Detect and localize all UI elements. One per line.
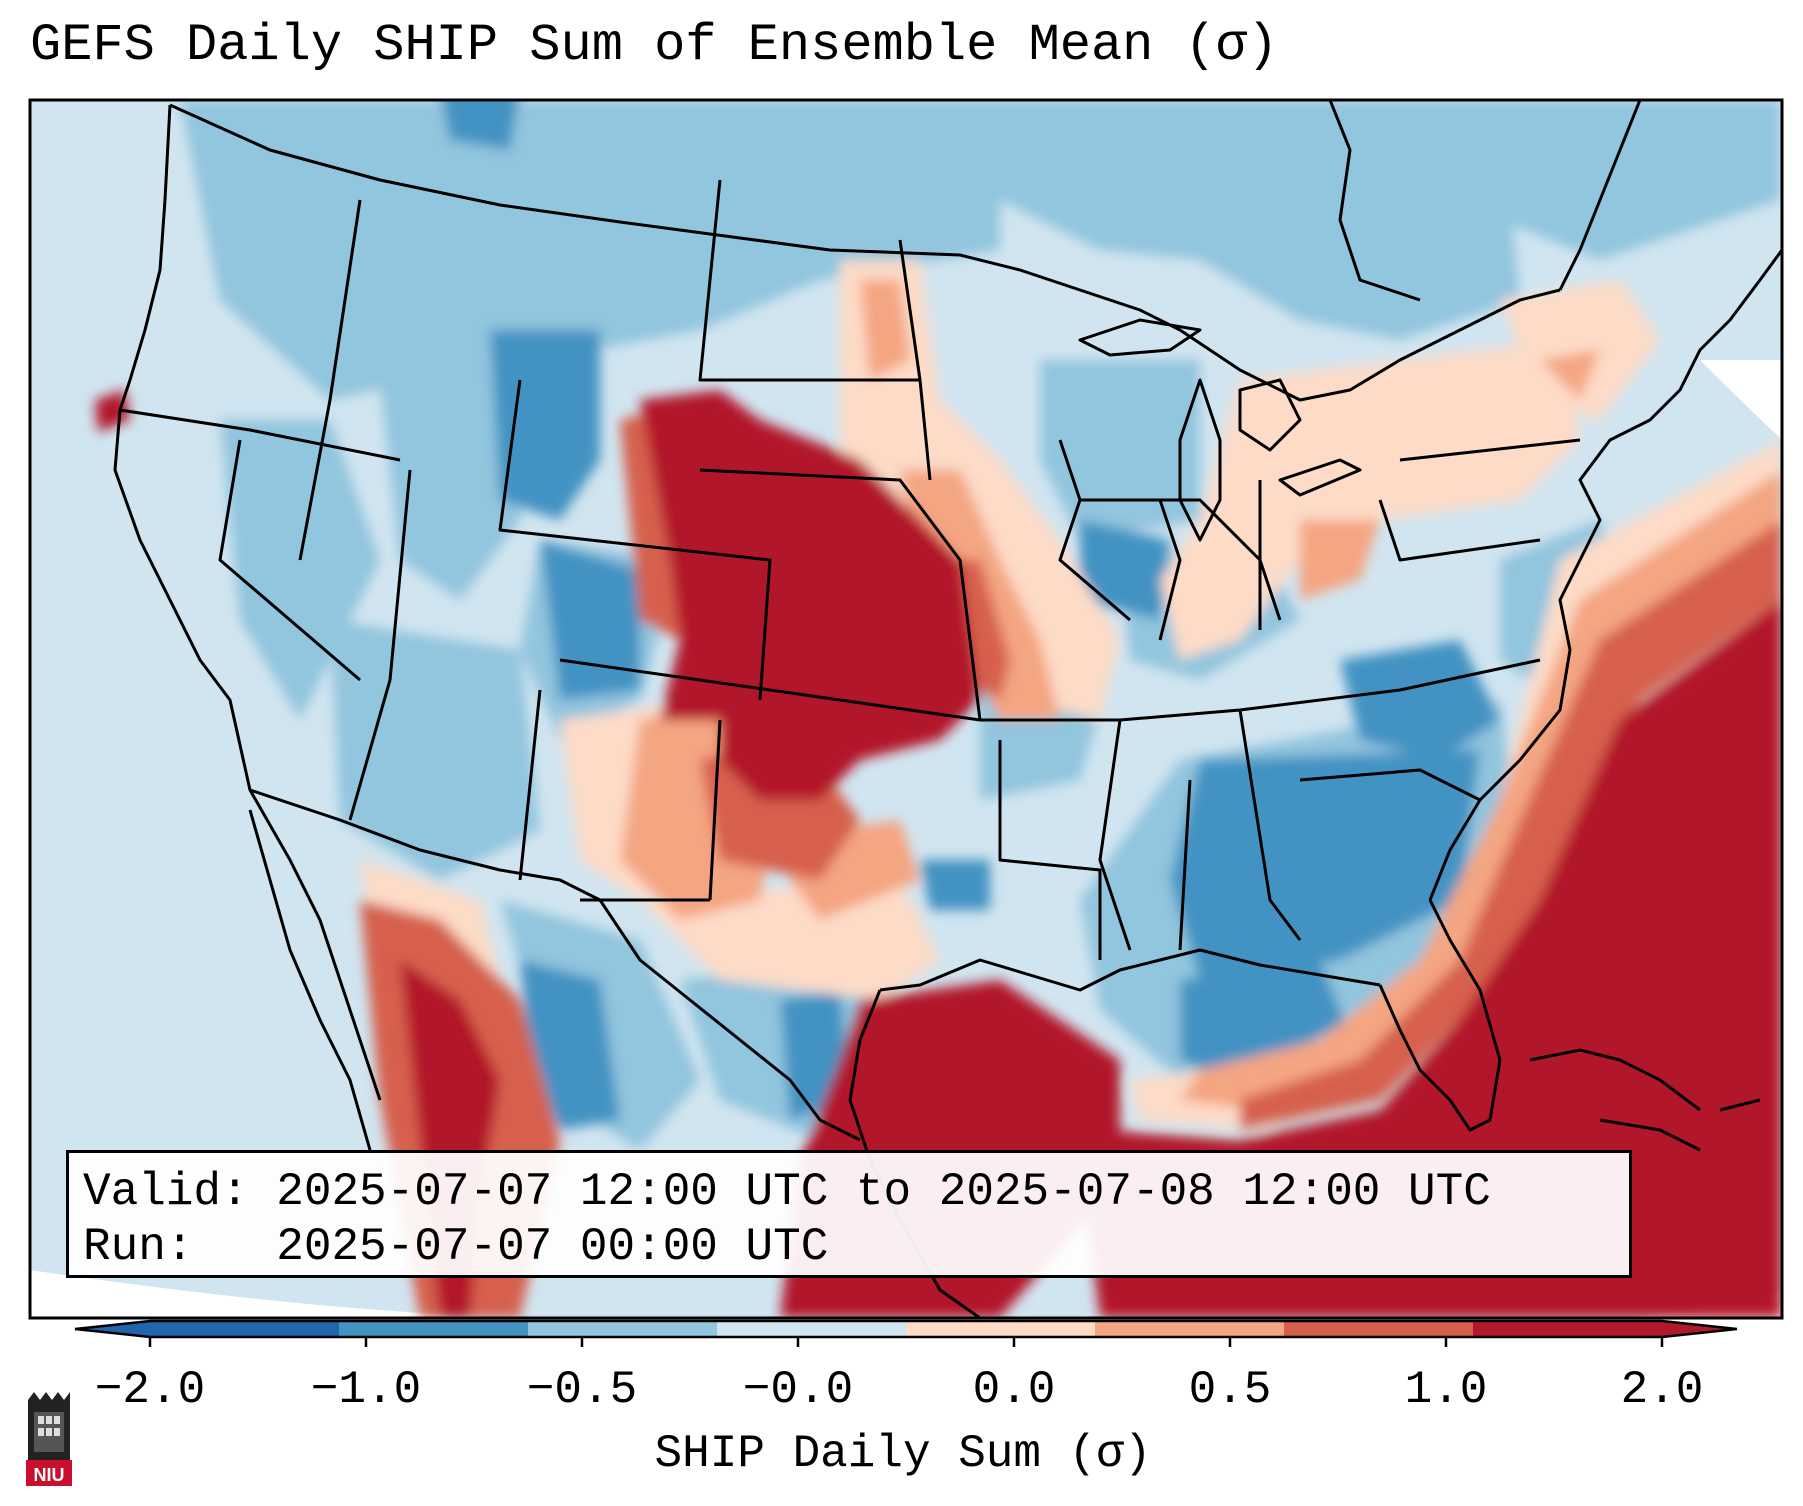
state-line-6	[518, 689, 542, 881]
labrador-coast	[1558, 100, 1642, 291]
state-line-20	[1378, 499, 1541, 562]
state-line-3	[218, 439, 361, 682]
state-line-15	[1098, 719, 1132, 951]
outside-domain-lower-left	[30, 1270, 520, 1318]
canada-us-border	[169, 103, 1021, 272]
map-frame	[28, 98, 1784, 1320]
state-line-16	[1178, 779, 1192, 951]
colorbar-segment	[1095, 1321, 1285, 1337]
valid-time: Valid: 2025-07-07 12:00 UTC to 2025-07-0…	[83, 1166, 1491, 1218]
state-line-21	[1399, 438, 1581, 462]
colorbar-ticks	[148, 1337, 1664, 1347]
colorbar-tick-label: −1.0	[310, 1364, 422, 1416]
lake-michigan	[1178, 378, 1222, 542]
lake-superior	[1078, 318, 1202, 357]
state-line-9	[559, 658, 981, 722]
florida	[1378, 899, 1502, 1132]
east-coast	[1428, 249, 1782, 901]
outside-domain-upper-right	[1700, 360, 1782, 440]
us-mexico-border	[249, 788, 861, 1142]
colorbar-tick-label: 2.0	[1620, 1364, 1704, 1416]
colorbar-tick-label: −2.0	[94, 1364, 206, 1416]
baja-peninsula	[248, 809, 372, 1151]
lake-huron	[1238, 378, 1302, 452]
us-gulf-coast	[879, 948, 1381, 992]
niu-logo-text: NIU	[34, 1465, 65, 1485]
colorbar-segment	[1473, 1321, 1663, 1337]
lake-erie	[1278, 458, 1362, 497]
state-line-7	[698, 179, 920, 382]
colorbar-tick-label: 1.0	[1404, 1364, 1488, 1416]
caribbean-islands	[1529, 1048, 1761, 1152]
state-line-22	[1058, 439, 1131, 622]
state-line-24	[1158, 499, 1182, 641]
state-line-2	[119, 408, 401, 462]
map-title: GEFS Daily SHIP Sum of Ensemble Mean (σ)	[30, 16, 1279, 75]
valid-run-box: Valid: 2025-07-07 12:00 UTC to 2025-07-0…	[66, 1150, 1632, 1278]
colorbar-segment	[528, 1321, 718, 1337]
state-line-4	[348, 469, 412, 821]
west-coast	[113, 104, 382, 1101]
colorbar-segment	[717, 1321, 907, 1337]
colorbar-tick-label: 0.0	[972, 1364, 1056, 1416]
state-line-19	[1080, 498, 1282, 621]
state-line-1	[298, 199, 362, 561]
colorbar-extend-low	[75, 1321, 150, 1337]
colorbar-label: SHIP Daily Sum (σ)	[654, 1428, 1152, 1480]
colorbar-extend-high	[1662, 1321, 1737, 1337]
colorbar-tick-label: 0.5	[1188, 1364, 1272, 1416]
colorbar-segment	[1284, 1321, 1474, 1337]
colorbar-segment	[339, 1321, 529, 1337]
state-line-18	[1299, 768, 1481, 802]
state-line-12	[898, 239, 932, 481]
colorbar-segments	[75, 1321, 1737, 1337]
colorbar-tick-label: −0.5	[526, 1364, 638, 1416]
colorbar-tick-label: −0.0	[742, 1364, 854, 1416]
colorbar-segment	[150, 1321, 340, 1337]
colorbar-segment	[906, 1321, 1096, 1337]
run-time: Run: 2025-07-07 00:00 UTC	[83, 1221, 829, 1273]
hudson-bay-coast	[1328, 100, 1421, 302]
state-line-8	[699, 468, 982, 721]
niu-logo: NIU	[26, 1392, 72, 1486]
state-line-17	[1238, 709, 1302, 941]
state-line-10	[708, 719, 722, 901]
state-line-13	[998, 740, 1102, 960]
state-line-5	[498, 379, 772, 701]
great-lakes-border	[1019, 268, 1561, 402]
